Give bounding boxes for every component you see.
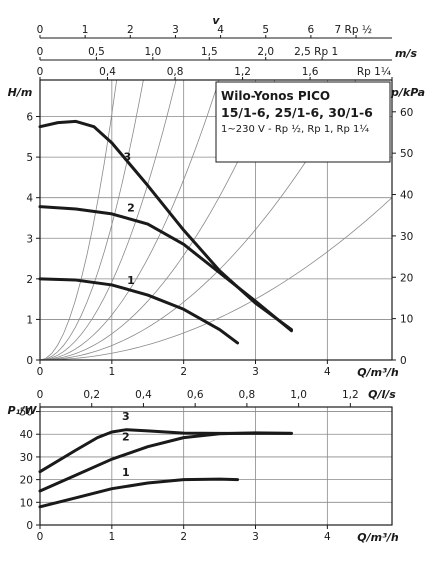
top-scale-tick-label: 0,8 xyxy=(167,66,184,78)
head-x-tick-label: 0 xyxy=(37,366,44,378)
power-ls-tick-label: 1,2 xyxy=(342,389,359,401)
top-scales: 0 1 2 3 4 5 6 7 Rp ½ v 0 0,5 1,0 1,5 2,0 2,5 Rp 1 m/s 0 0… xyxy=(37,14,417,81)
power-y-tick-label: 10 xyxy=(20,497,33,509)
power-ls-axis-title: Q/l/s xyxy=(368,388,396,401)
power-chart: 0 0,2 0,4 0,6 0,8 1,0 1,2 Q/l/s0 1 2 3 401020304050… xyxy=(7,388,398,544)
power-y-tick-label: 40 xyxy=(20,429,33,441)
top-scale-tick-label: 5 xyxy=(262,24,269,36)
head-y-tick-label: 3 xyxy=(26,233,33,245)
chart-note: 1~230 V - Rp ½, Rp 1, Rp 1¼ xyxy=(221,123,369,135)
power-x-tick-label: 4 xyxy=(324,531,331,543)
top-scale-tick-label: 1,6 xyxy=(302,66,319,78)
head-x-axis-title: Q/m³/h xyxy=(357,366,399,379)
power-ls-tick-label: 1,0 xyxy=(290,389,307,401)
power-ls-tick-label: 0,4 xyxy=(135,389,152,401)
head-yright-tick-label: 50 xyxy=(400,148,413,160)
head-yright-axis-title: p/kPa xyxy=(390,86,425,99)
top-scale-tick-label: 0,5 xyxy=(88,46,105,58)
power-ls-tick-label: 0,8 xyxy=(239,389,256,401)
top-scale-tick-label: 2,0 xyxy=(257,46,274,58)
top-scale-tick-label: 6 xyxy=(308,24,315,36)
top-scale-tick-label: Rp 1¼ xyxy=(357,66,391,78)
power-ls-tick-label: 0 xyxy=(37,389,44,401)
top-scale-tick-label: 0,4 xyxy=(99,66,116,78)
head-curve-label: 1 xyxy=(127,274,135,287)
power-y-tick-label: 20 xyxy=(20,475,33,487)
head-curve-3 xyxy=(38,119,293,332)
power-y-tick-label: 0 xyxy=(26,520,33,532)
head-curve-2 xyxy=(38,205,293,333)
head-yright-tick-label: 0 xyxy=(400,355,407,367)
power-ls-tick-label: 0,6 xyxy=(187,389,204,401)
head-x-tick-label: 2 xyxy=(180,366,187,378)
system-curve-line xyxy=(39,79,144,361)
top-scale-tick-label: 3 xyxy=(172,24,179,36)
head-yright-tick-label: 10 xyxy=(400,314,413,326)
head-plot-frame xyxy=(39,79,393,361)
head-y-tick-label: 6 xyxy=(26,112,33,124)
power-y-tick-label: 50 xyxy=(20,407,33,419)
head-yright-tick-label: 40 xyxy=(400,190,413,202)
top-scale-tick-label: 4 xyxy=(217,24,224,36)
power-ls-tick-label: 0,2 xyxy=(83,389,100,401)
head-curve-label: 3 xyxy=(124,150,132,163)
head-x-tick-label: 4 xyxy=(324,366,331,378)
head-x-tick-label: 1 xyxy=(108,366,115,378)
head-y-tick-label: 5 xyxy=(26,152,33,164)
head-y-tick-label: 4 xyxy=(26,193,33,205)
power-curve-label: 1 xyxy=(122,466,130,479)
top-scale-tick-label: 0 xyxy=(37,24,44,36)
power-x-axis-title: Q/m³/h xyxy=(357,531,399,544)
top-scale-tick-label: 1,2 xyxy=(234,66,251,78)
top-scale-tick-label: 0 xyxy=(37,46,44,58)
power-x-tick-label: 0 xyxy=(37,531,44,543)
power-y-axis-title: P₁/W xyxy=(7,404,37,417)
head-yright-tick-label: 60 xyxy=(400,107,413,119)
head-yright-tick-label: 20 xyxy=(400,272,413,284)
head-yright-tick-label: 30 xyxy=(400,231,413,243)
power-x-tick-label: 3 xyxy=(252,531,259,543)
system-curve-line xyxy=(39,79,220,361)
head-curve-1 xyxy=(38,277,240,345)
power-curve-1 xyxy=(38,477,240,509)
top-scale-tick-label: 7 Rp ½ xyxy=(335,24,373,36)
head-curve-label: 2 xyxy=(127,202,135,215)
title-box xyxy=(215,81,391,163)
head-y-axis-title: H/m xyxy=(8,86,33,99)
system-curve-line xyxy=(39,197,393,361)
top-scale-tick-label: 1 xyxy=(82,24,89,36)
top-scale-tick-label: 1,5 xyxy=(201,46,218,58)
head-x-tick-label: 3 xyxy=(252,366,259,378)
system-curve-line xyxy=(39,79,357,361)
top-scale-title: v xyxy=(212,14,220,27)
top-scale-tick-label: 0 xyxy=(37,66,44,78)
top-scale-tick-label: 2 xyxy=(127,24,134,36)
power-x-tick-label: 2 xyxy=(180,531,187,543)
top-scale-tick-label: 1,0 xyxy=(145,46,162,58)
power-y-tick-label: 30 xyxy=(20,452,33,464)
top-scale-tick-label: 2,5 Rp 1 xyxy=(294,46,338,58)
power-curve-label: 3 xyxy=(122,410,130,423)
power-curve-label: 2 xyxy=(122,431,130,444)
head-y-tick-label: 1 xyxy=(26,314,33,326)
power-x-tick-label: 1 xyxy=(108,531,115,543)
top-scale-title: m/s xyxy=(395,47,417,60)
head-y-tick-label: 0 xyxy=(26,355,33,367)
head-y-tick-label: 2 xyxy=(26,274,33,286)
power-curve-3 xyxy=(38,428,293,474)
chart-subtitle: 15/1-6, 25/1-6, 30/1-6 xyxy=(221,105,373,120)
chart-title: Wilo-Yonos PICO xyxy=(221,89,330,103)
